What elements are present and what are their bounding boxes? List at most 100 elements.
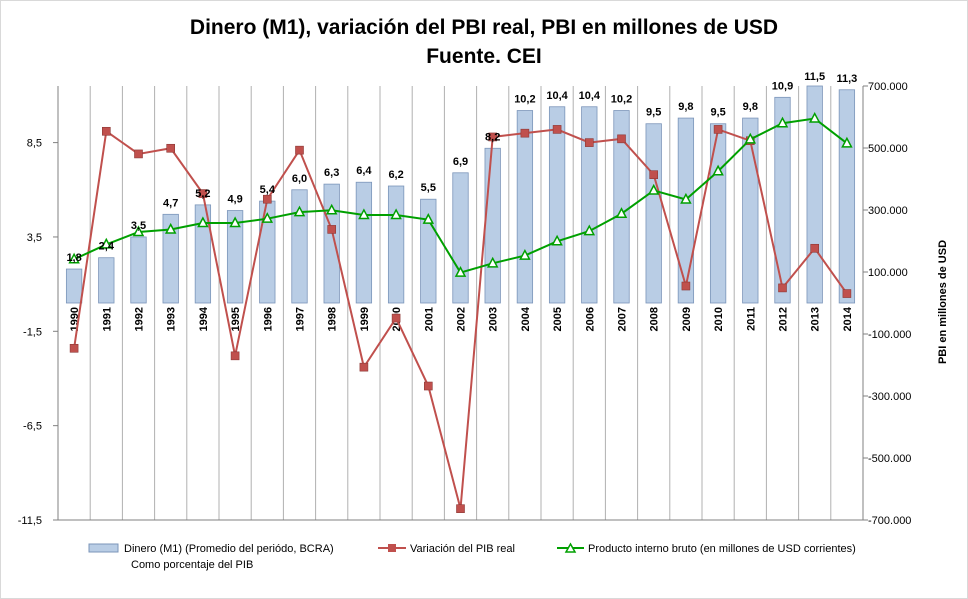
x-axis-category-label: 2001 [423, 307, 435, 331]
bar-data-label: 4,9 [227, 194, 242, 206]
bar-data-label: 4,7 [163, 197, 178, 209]
x-axis-category-label: 2006 [584, 307, 596, 331]
x-axis-category-label: 1991 [101, 307, 113, 331]
left-axis-tick-label: 8,5 [27, 138, 42, 150]
x-axis-category-label: 1992 [134, 307, 146, 331]
point-pib-real [488, 132, 498, 142]
point-pib-real [520, 128, 530, 138]
bar-data-label: 8,2 [485, 131, 500, 143]
x-axis-category-label: 2004 [520, 306, 532, 331]
data-labels: 1,8 2,4 3,5 4,7 5,2 4,9 5,4 6,0 6,3 6,4 6,2 5,5 6,9 8… [66, 71, 857, 264]
point-pib-usd [551, 234, 563, 246]
bar-data-label: 10,9 [772, 80, 793, 92]
bar-data-label: 5,5 [421, 182, 436, 194]
point-pib-real [230, 351, 240, 361]
point-pib-usd [647, 183, 660, 195]
bar-m1 [355, 181, 373, 304]
bar-m1 [742, 117, 759, 304]
bar-m1 [130, 236, 147, 304]
bar-series [65, 85, 856, 304]
bar-m1 [323, 183, 340, 304]
point-pib-usd [680, 192, 692, 204]
bar-m1 [291, 189, 308, 304]
bar-m1 [65, 268, 83, 304]
right-axis-tick-label: -700.000 [868, 515, 911, 527]
bar-m1 [548, 106, 566, 304]
point-pib-real [102, 126, 111, 136]
left-axis-tick-label: 3,5 [27, 232, 42, 244]
x-axis-category-label: 2012 [778, 307, 790, 331]
bar-data-label: 9,5 [710, 107, 725, 119]
right-axis-tick-label: -500.000 [868, 453, 911, 465]
x-axis-category-label: 1994 [198, 306, 210, 331]
bar-data-label: 1,8 [66, 252, 81, 264]
point-pib-usd [293, 205, 306, 217]
bar-data-label: 3,5 [131, 220, 146, 232]
bar-data-label: 9,8 [743, 101, 758, 113]
bar-m1 [98, 257, 115, 304]
x-axis-category-label: 1995 [230, 307, 242, 331]
bar-m1 [226, 210, 244, 304]
bar-m1 [162, 213, 179, 304]
bar-m1 [516, 110, 534, 304]
bar-data-label: 6,2 [388, 169, 403, 181]
bar-data-label: 2,4 [99, 241, 115, 253]
point-pib-real [617, 134, 626, 144]
bar-data-label: 6,0 [292, 173, 307, 185]
legend-marker-pib-usd [564, 542, 577, 553]
legend-label-pib-usd: Producto interno bruto (en millones de U… [588, 543, 856, 555]
point-pib-real [134, 149, 143, 159]
legend-label-pib-real: Variación del PIB real [410, 543, 515, 555]
bar-data-label: 9,5 [646, 107, 661, 119]
x-axis-category-label: 2009 [681, 307, 693, 331]
point-pib-real [166, 143, 175, 153]
point-pib-usd [808, 111, 821, 123]
point-pib-real [327, 225, 337, 234]
point-pib-usd [164, 222, 177, 234]
point-pib-usd [422, 213, 435, 224]
x-axis-category-label: 1996 [262, 307, 274, 331]
x-axis-category-label: 2010 [713, 307, 725, 331]
right-axis-tick-label: 100.000 [868, 267, 908, 279]
legend-swatch-m1 [88, 543, 119, 553]
bar-data-label: 10,4 [579, 90, 601, 102]
right-axis-tick-label: -300.000 [868, 391, 911, 403]
point-pib-real [456, 504, 465, 513]
bar-data-label: 11,3 [836, 73, 857, 85]
point-pib-real [842, 289, 852, 298]
bar-data-label: 10,4 [546, 90, 568, 102]
x-axis-category-label: 2011 [745, 307, 757, 331]
x-axis-category-label: 2005 [552, 307, 564, 331]
point-pib-real [359, 362, 369, 372]
right-axis-tick-label: 300.000 [868, 205, 908, 217]
point-pib-usd [229, 216, 241, 228]
chart-title: Dinero (M1), variación del PBI real, PBI… [190, 16, 778, 39]
point-pib-usd [486, 256, 499, 268]
point-pib-real [295, 145, 304, 155]
point-pib-usd [744, 132, 757, 144]
bar-m1 [387, 185, 405, 304]
point-pib-usd [68, 252, 80, 264]
point-pib-usd [776, 116, 789, 128]
bar-data-label: 10,2 [514, 94, 535, 106]
left-axis-tick-label: -11,5 [18, 515, 42, 527]
x-axis-category-label: 2008 [649, 307, 661, 331]
right-axis-title: PBI en millones de USD [937, 240, 949, 364]
point-pib-usd [358, 208, 370, 220]
legend: Dinero (M1) (Promedio del periódo, BCRA)… [88, 542, 856, 571]
point-pib-usd [390, 208, 402, 220]
point-pib-usd [712, 164, 724, 176]
legend-marker-pib-real [388, 544, 396, 552]
x-axis-category-label: 2013 [810, 307, 822, 331]
point-pib-real [552, 125, 562, 134]
point-pib-real [778, 283, 787, 293]
bar-m1 [645, 123, 662, 304]
right-axis-tick-label: 700.000 [868, 81, 908, 93]
bar-m1 [709, 123, 727, 304]
point-pib-usd [454, 266, 467, 277]
point-pib-real [391, 313, 401, 323]
bar-data-label: 6,3 [324, 167, 339, 179]
x-axis-category-label: 1997 [295, 307, 307, 331]
x-axis-category-label: 1999 [359, 307, 371, 331]
